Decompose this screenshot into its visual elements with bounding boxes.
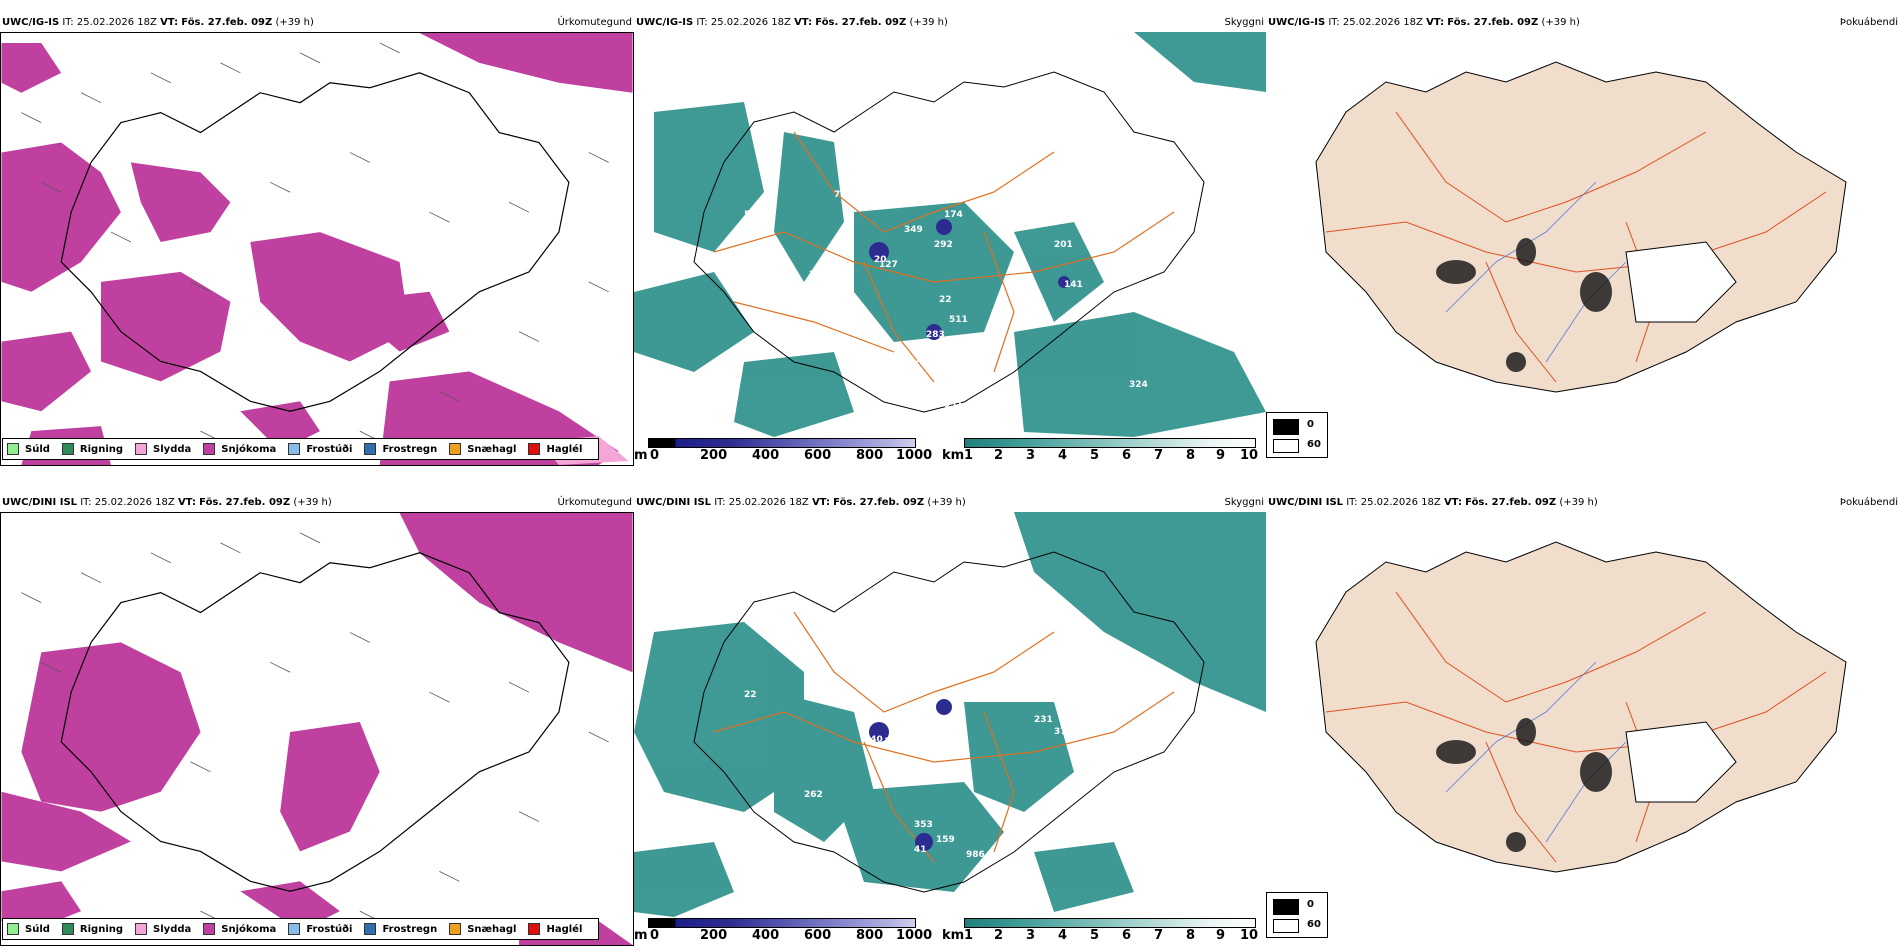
visibility-label: 114 [944, 715, 963, 725]
visibility-label: 353 [914, 820, 933, 830]
visibility-label: 730 [834, 190, 853, 200]
precip-legend: Súld Rigning Slydda Snjókoma Frostúði Fr… [2, 438, 600, 460]
visibility-label: 967 [924, 903, 943, 913]
visibility-label: 22 [744, 690, 757, 700]
panel-title: Úrkomutegund [557, 17, 632, 28]
visibility-label: 232 [934, 737, 953, 747]
legend-item: Slydda [135, 443, 191, 455]
legend-item: Haglél [528, 443, 582, 455]
legend-item: Frostregn [364, 923, 437, 935]
legend-item: Súld [7, 923, 50, 935]
visibility-label: 206 [809, 270, 828, 280]
panel-header: UWC/DINI ISL IT: 25.02.2026 18Z VT: Fös.… [1266, 494, 1900, 512]
legend-item: Frostúði [288, 923, 352, 935]
visibility-label: 324 [1129, 380, 1148, 390]
visibility-label: 141 [1064, 280, 1083, 290]
visibility-panel-row1: UWC/IG-IS IT: 25.02.2026 18Z VT: Fös. 27… [634, 14, 1266, 466]
visibility-colorbar-m: m 0 200 400 600 800 1000 [634, 436, 934, 464]
visibility-label: 349 [904, 225, 923, 235]
precip-map [0, 512, 634, 946]
visibility-label: 500 [744, 210, 763, 220]
legend-item: Súld [7, 443, 50, 455]
legend-item: Snæhagl [449, 443, 516, 455]
legend-item: Rigning [61, 923, 123, 935]
visibility-colorbar-m: m 0 200 400 600 800 1000 [634, 916, 934, 944]
precip-map [0, 32, 634, 466]
visibility-label: 174 [944, 210, 963, 220]
legend-item: Snæhagl [449, 923, 516, 935]
visibility-label: 102 [939, 343, 958, 353]
visibility-label: 231 [1034, 715, 1053, 725]
panel-title: Þokuábendi [1839, 17, 1898, 28]
visibility-panel-row2: UWC/DINI ISL IT: 25.02.2026 18Z VT: Fös.… [634, 494, 1266, 946]
visibility-label: 20 [874, 255, 887, 265]
visibility-label: 41 [914, 845, 927, 855]
visibility-label: 511 [949, 315, 968, 325]
panel-header: UWC/IG-IS IT: 25.02.2026 18Z VT: Fös. 27… [1266, 14, 1900, 32]
model-name: UWC/IG-IS [2, 17, 60, 28]
fog-map [1315, 541, 1847, 873]
visibility-label: 127 [879, 260, 898, 270]
visibility-label: 201 [916, 355, 935, 365]
visibility-label: 240 [864, 735, 883, 745]
visibility-label: 22 [939, 295, 952, 305]
visibility-label: 159 [936, 835, 955, 845]
visibility-colorbar-km: km 1 2 3 4 5 6 7 8 9 10 [942, 436, 1262, 464]
panel-header: UWC/IG-IS IT: 25.02.2026 18Z VT: Fös. 27… [0, 14, 634, 32]
visibility-label: 24 [874, 715, 887, 725]
visibility-label: 931 [944, 400, 963, 410]
panel-title: Skyggni [1224, 497, 1264, 508]
panel-header: UWC/DINI ISL IT: 25.02.2026 18Z VT: Fös.… [634, 494, 1266, 512]
precip-legend: Súld Rigning Slydda Snjókoma Frostúði Fr… [2, 918, 600, 940]
visibility-label: 292 [934, 240, 953, 250]
legend-item: Snjókoma [203, 923, 276, 935]
panel-title: Skyggni [1224, 17, 1264, 28]
visibility-label: 283 [926, 330, 945, 340]
panel-title: Úrkomutegund [557, 497, 632, 508]
legend-item: Snjókoma [203, 443, 276, 455]
precip-panel-row2: UWC/DINI ISL IT: 25.02.2026 18Z VT: Fös.… [0, 494, 634, 946]
legend-item: Rigning [61, 443, 123, 455]
panel-title: Þokuábendi [1839, 497, 1898, 508]
legend-item: Frostúði [288, 443, 352, 455]
legend-item: Frostregn [364, 443, 437, 455]
fog-key-row2: 0 60 [1266, 892, 1328, 938]
visibility-colorbar-km: km 1 2 3 4 5 6 7 8 9 10 [942, 916, 1262, 944]
fog-panel-row2: UWC/DINI ISL IT: 25.02.2026 18Z VT: Fös.… [1266, 494, 1900, 946]
panel-header: UWC/DINI ISL IT: 25.02.2026 18Z VT: Fös.… [0, 494, 634, 512]
fog-panel-row1: UWC/IG-IS IT: 25.02.2026 18Z VT: Fös. 27… [1266, 14, 1900, 466]
visibility-label: 157 [884, 737, 903, 747]
legend-item: Slydda [135, 923, 191, 935]
visibility-label: 201 [1054, 240, 1073, 250]
visibility-label: 371 [1054, 727, 1073, 737]
visibility-label: 986 [966, 850, 985, 860]
panel-header: UWC/IG-IS IT: 25.02.2026 18Z VT: Fös. 27… [634, 14, 1266, 32]
visibility-label: 262 [804, 790, 823, 800]
fog-key-row1: 0 60 [1266, 412, 1328, 458]
legend-item: Haglél [528, 923, 582, 935]
precip-panel-row1: UWC/IG-IS IT: 25.02.2026 18Z VT: Fös. 27… [0, 14, 634, 466]
fog-map [1315, 61, 1847, 393]
